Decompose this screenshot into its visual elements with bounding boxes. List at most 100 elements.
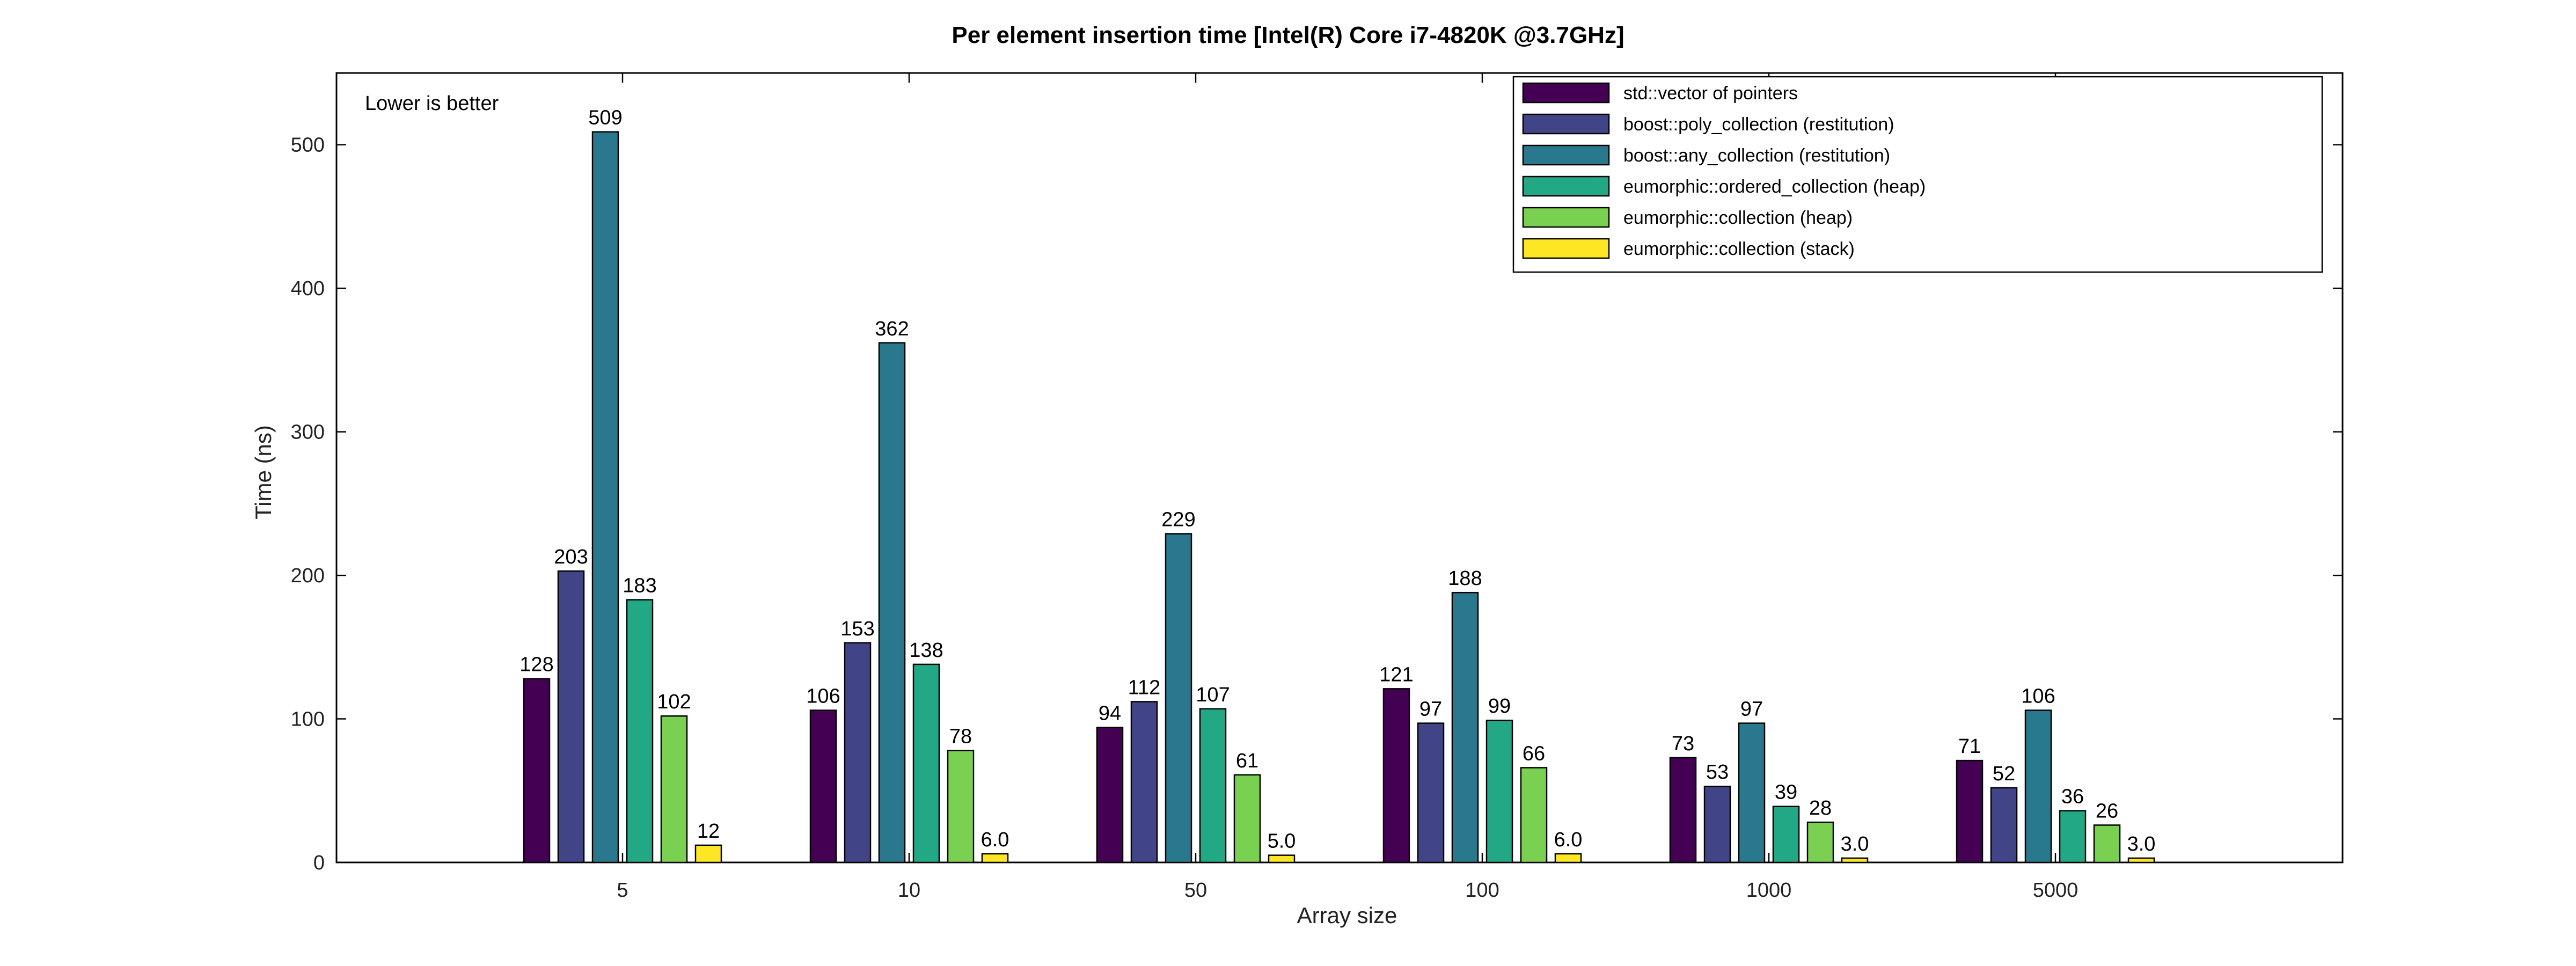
bar-value-label: 61 (1236, 750, 1258, 772)
bar-value-label: 53 (1706, 761, 1729, 784)
data-labels: 128 203 509 183 102 12 106 153 362 138 78 6.0 94 112 2… (519, 107, 2155, 855)
legend-box (1512, 76, 2323, 273)
bar-value-label: 153 (840, 618, 874, 640)
x-tick-label: 1000 (1746, 879, 1792, 902)
legend-label: boost::poly_collection (restitution) (1623, 114, 1894, 135)
x-tick-label: 100 (1465, 879, 1499, 902)
bar-value-label: 97 (1419, 698, 1442, 721)
bar-value-label: 3.0 (2127, 833, 2156, 855)
bar-value-label: 6.0 (981, 829, 1009, 851)
bar-value-label: 12 (697, 820, 720, 843)
x-tick-label: 10 (898, 879, 920, 902)
bar (1165, 533, 1192, 863)
bar-value-label: 362 (875, 318, 909, 340)
bar-value-label: 102 (657, 691, 691, 713)
bar-value-label: 5.0 (1268, 830, 1296, 853)
bar (2093, 824, 2121, 863)
bar (947, 750, 975, 863)
x-tick-label: 5 (617, 879, 628, 902)
legend-swatch (1522, 238, 1610, 259)
bar (1806, 821, 1834, 863)
x-tick-label: 50 (1184, 879, 1207, 902)
y-tick-label: 500 (291, 134, 325, 157)
bar (1485, 719, 1513, 863)
bars (523, 131, 2155, 863)
bar (694, 844, 722, 863)
bar (1451, 591, 1479, 863)
legend-swatch (1522, 144, 1610, 166)
bar-value-label: 71 (1958, 735, 1981, 758)
bar-value-label: 66 (1523, 742, 1545, 765)
x-tick-label: 5000 (2033, 879, 2079, 902)
bar-value-label: 112 (1128, 676, 1161, 699)
legend-swatch (1522, 113, 1610, 135)
bar (1669, 757, 1697, 863)
bar-value-label: 106 (806, 685, 840, 707)
plot-area (335, 72, 2344, 863)
bar (1738, 722, 1766, 863)
bar (912, 663, 940, 863)
bar (523, 678, 551, 863)
bar (1233, 774, 1261, 863)
bar (2059, 810, 2087, 863)
bar (1772, 806, 1800, 863)
bar (844, 642, 872, 863)
legend-label: boost::any_collection (restitution) (1623, 145, 1890, 166)
bar-value-label: 26 (2096, 800, 2118, 822)
bar-value-label: 203 (554, 546, 588, 568)
bar-value-label: 3.0 (1841, 833, 1869, 855)
bar-value-label: 99 (1488, 695, 1511, 718)
bar-value-label: 73 (1672, 733, 1694, 755)
y-tick-label: 300 (291, 421, 325, 444)
bar (1841, 857, 1869, 863)
bar-value-label: 94 (1099, 702, 1121, 725)
x-axis-label: Array size (1297, 903, 1397, 928)
bar (1990, 787, 2018, 863)
bar (1520, 767, 1548, 863)
bar (626, 599, 654, 863)
bar (1268, 854, 1296, 863)
y-tick-label: 200 (291, 565, 325, 587)
bar-value-label: 107 (1196, 684, 1230, 706)
axis-ticks: 0 100 200 300 400 500 5 10 50 100 1000 5000 (291, 73, 2343, 902)
bar (981, 853, 1009, 863)
bar (1199, 708, 1227, 863)
legend-label: eumorphic::ordered_collection (heap) (1623, 177, 1926, 197)
bar-value-label: 78 (949, 725, 972, 748)
legend-label: eumorphic::collection (stack) (1623, 239, 1855, 259)
bar-value-label: 106 (2021, 685, 2055, 707)
bar (660, 715, 688, 863)
bar-value-label: 138 (909, 639, 943, 662)
legend-swatch (1522, 82, 1610, 104)
bar (1554, 853, 1582, 863)
bar (1096, 727, 1124, 863)
bar-value-label: 188 (1448, 567, 1482, 590)
bar (1703, 785, 1731, 863)
bar (1130, 701, 1158, 863)
legend: std::vector of pointersboost::poly_colle… (1512, 76, 2323, 273)
bar (591, 131, 619, 863)
bar-value-label: 52 (1993, 763, 2015, 785)
bar (1417, 722, 1445, 863)
bar-value-label: 6.0 (1554, 829, 1583, 851)
y-tick-label: 400 (291, 277, 325, 300)
bar (2127, 857, 2155, 863)
bar-value-label: 28 (1809, 797, 1832, 819)
lower-is-better-note: Lower is better (365, 92, 499, 115)
bar (1956, 759, 1984, 863)
legend-label: std::vector of pointers (1623, 83, 1798, 104)
bar-value-label: 121 (1379, 663, 1413, 686)
legend-swatch (1522, 207, 1610, 228)
bar-value-label: 229 (1161, 509, 1195, 531)
plot-frame (335, 72, 2344, 863)
y-axis-label: Time (ns) (251, 425, 276, 519)
legend-swatch (1522, 175, 1610, 197)
bar (1382, 688, 1410, 863)
bar-value-label: 36 (2061, 786, 2084, 808)
bar-value-label: 509 (588, 107, 622, 129)
bar-value-label: 97 (1740, 698, 1763, 721)
legend-label: eumorphic::collection (heap) (1623, 208, 1853, 228)
bar-value-label: 39 (1775, 781, 1797, 804)
